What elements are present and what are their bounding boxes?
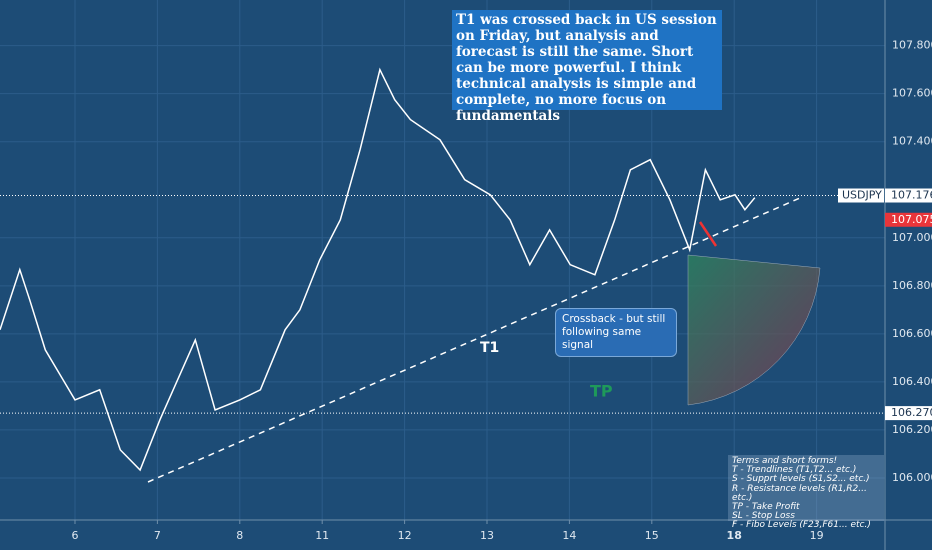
annotation: T1 was crossed back in US session on Fri… [452,10,722,124]
terms-line: R - Resistance levels (R1,R2... etc.) [732,483,867,503]
y-tick-label: 106.000 [892,471,932,484]
terms-line: TP - Take Profit [732,502,800,513]
bid-label: 107.075 [891,213,932,226]
terms-line: S - Supprt levels (S1,S2... etc.) [732,474,870,485]
last-price-label: 107.176 [891,189,932,202]
symbol-label: USDJPY [842,189,882,202]
trendline [147,197,801,483]
terms-line: F - Fibo Levels (F23,F61... etc.) [732,520,871,531]
y-tick-label: 106.800 [892,279,932,292]
symbol-tag [838,188,884,203]
terms-line: Terms and short forms! [732,456,838,466]
level-tag [885,406,932,421]
terms-line: SL - Stop Loss [732,511,795,522]
x-tick-label: 19 [810,529,824,542]
x-tick-label: 12 [398,529,412,542]
x-tick-label: 14 [562,529,576,542]
target-fan [687,254,821,406]
y-tick-label: 106.200 [892,423,932,436]
x-tick-label: 7 [154,529,161,542]
y-tick-label: 106.400 [892,375,932,388]
arrow [698,221,718,247]
y-tick-label: 107.600 [892,87,932,100]
bid-tag [885,212,932,227]
y-tick-label: 107.000 [892,231,932,244]
x-tick-label: 15 [645,529,659,542]
y-tick-label: 107.400 [892,135,932,148]
terms-line: T - Trendlines (T1,T2... etc.) [732,465,857,476]
callout: Crossback - but still following same sig… [555,308,677,357]
trendline-label: T1 [480,340,499,356]
price-line [0,67,756,472]
x-tick-label: 13 [480,529,494,542]
x-tick-label: 8 [236,529,243,542]
last-price-tag [885,188,932,203]
y-tick-label: 107.800 [892,39,932,52]
x-tick-label: 6 [71,529,78,542]
y-tick-label: 106.600 [892,327,932,340]
level-label: 106.270 [891,406,932,419]
terms-box: Terms and short forms! T - Trendlines (T1… [728,455,884,530]
plot-area [0,0,885,520]
target-label: TP [590,382,613,401]
x-tick-label: 18 [727,529,742,542]
x-tick-label: 11 [315,529,329,542]
